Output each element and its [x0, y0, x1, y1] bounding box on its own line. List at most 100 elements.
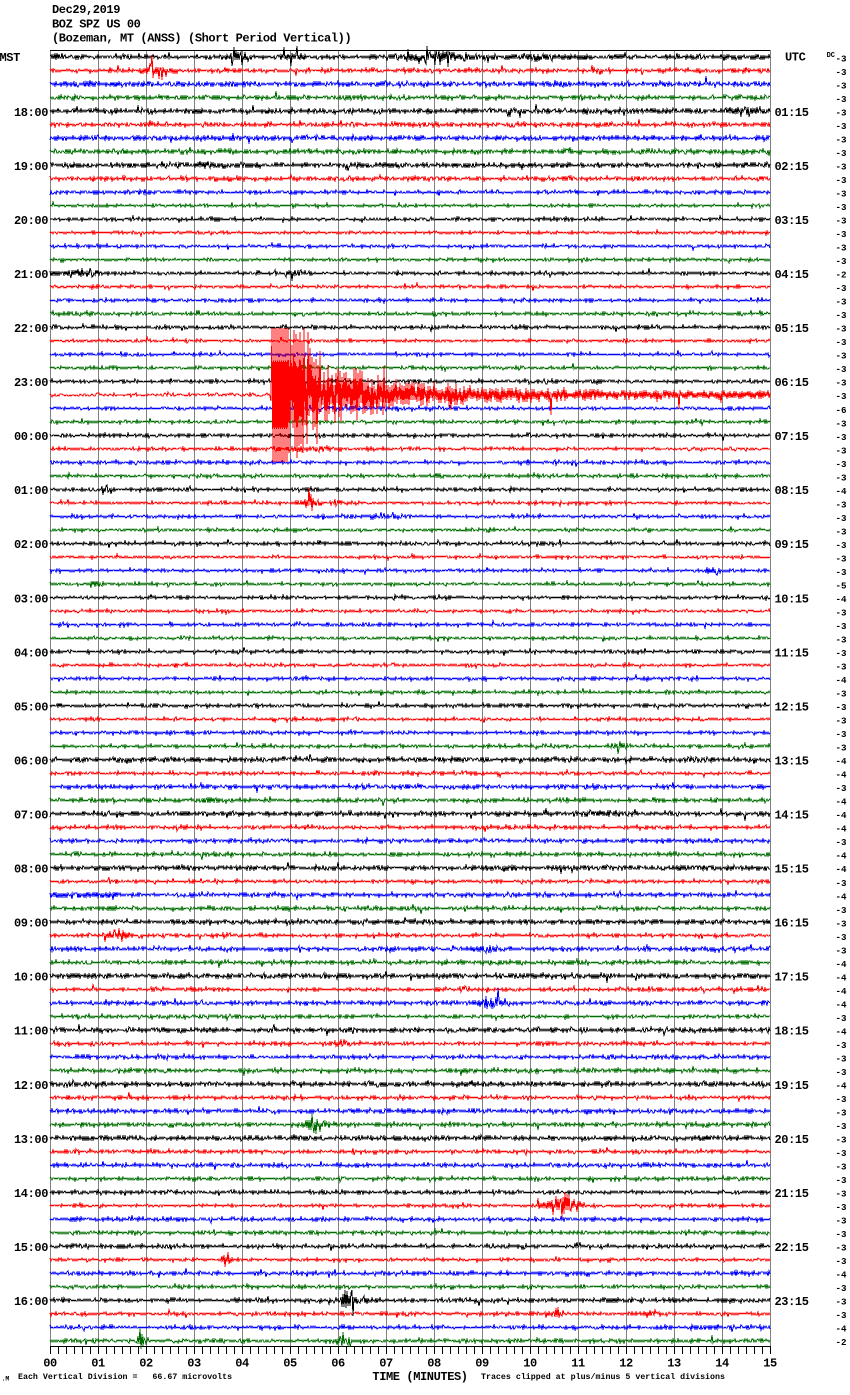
svg-text:-3: -3 — [835, 716, 847, 727]
svg-text:-3: -3 — [835, 121, 847, 132]
svg-text:02:00: 02:00 — [14, 538, 48, 552]
svg-text:-3: -3 — [835, 1040, 847, 1051]
svg-text:-3: -3 — [835, 783, 847, 794]
svg-text:-3: -3 — [835, 932, 847, 943]
svg-text:20:00: 20:00 — [14, 214, 48, 228]
svg-text:Dec29,2019: Dec29,2019 — [52, 3, 120, 17]
svg-text:-3: -3 — [835, 351, 847, 362]
svg-text:15:00: 15:00 — [14, 1241, 48, 1255]
svg-text:MST: MST — [0, 51, 20, 65]
svg-text:11:00: 11:00 — [14, 1025, 48, 1039]
svg-text:Each Vertical Division = 66.: Each Vertical Division = 66.67 microvolt… — [18, 1372, 232, 1382]
svg-text:-3: -3 — [835, 1013, 847, 1024]
svg-text:DC: DC — [827, 52, 835, 60]
svg-text:10:15: 10:15 — [775, 592, 809, 606]
svg-text:-3: -3 — [835, 148, 847, 159]
svg-text:-4: -4 — [835, 1270, 847, 1281]
svg-text:-3: -3 — [835, 540, 847, 551]
svg-text:-3: -3 — [835, 243, 847, 254]
svg-text:-4: -4 — [835, 770, 847, 781]
svg-text:-3: -3 — [835, 202, 847, 213]
svg-text:19:00: 19:00 — [14, 160, 48, 174]
svg-text:18:00: 18:00 — [14, 106, 48, 120]
svg-text:07:00: 07:00 — [14, 809, 48, 823]
svg-text:-3: -3 — [835, 567, 847, 578]
svg-text:-3: -3 — [835, 94, 847, 105]
svg-text:02:15: 02:15 — [775, 160, 809, 174]
svg-text:-3: -3 — [835, 1216, 847, 1227]
svg-text:Traces clipped at plus/minus 5: Traces clipped at plus/minus 5 vertical … — [481, 1372, 725, 1382]
svg-text:-3: -3 — [835, 918, 847, 929]
svg-text:04:00: 04:00 — [14, 646, 48, 660]
svg-text:-4: -4 — [835, 986, 847, 997]
svg-text:16:15: 16:15 — [775, 917, 809, 931]
svg-text:UTC: UTC — [785, 51, 806, 65]
svg-text:-3: -3 — [835, 689, 847, 700]
svg-text:13:15: 13:15 — [775, 754, 809, 768]
svg-text:19:15: 19:15 — [775, 1079, 809, 1093]
svg-text:23:00: 23:00 — [14, 376, 48, 390]
svg-text:-3: -3 — [835, 1135, 847, 1146]
svg-text:-3: -3 — [835, 459, 847, 470]
svg-text:-3: -3 — [835, 702, 847, 713]
svg-text:04:15: 04:15 — [775, 268, 809, 282]
svg-text:-3: -3 — [835, 945, 847, 956]
svg-text:-3: -3 — [835, 256, 847, 267]
svg-text:TIME (MINUTES): TIME (MINUTES) — [372, 1370, 467, 1384]
svg-text:-3: -3 — [835, 324, 847, 335]
svg-text:-3: -3 — [835, 878, 847, 889]
svg-text:12:15: 12:15 — [775, 700, 809, 714]
svg-text:-4: -4 — [835, 972, 847, 983]
svg-text:-3: -3 — [835, 67, 847, 78]
svg-text:-4: -4 — [835, 864, 847, 875]
svg-text:21:00: 21:00 — [14, 268, 48, 282]
svg-text:-3: -3 — [835, 108, 847, 119]
svg-text:-3: -3 — [835, 608, 847, 619]
svg-text:-3: -3 — [835, 1243, 847, 1254]
svg-text:-3: -3 — [835, 378, 847, 389]
svg-text:-3: -3 — [835, 1108, 847, 1119]
svg-text:08: 08 — [427, 1357, 441, 1371]
svg-text:-4: -4 — [835, 675, 847, 686]
svg-text:-4: -4 — [835, 1026, 847, 1037]
svg-text:-3: -3 — [835, 472, 847, 483]
svg-text:12:00: 12:00 — [14, 1079, 48, 1093]
svg-text:-3: -3 — [835, 635, 847, 646]
svg-text:09:15: 09:15 — [775, 538, 809, 552]
svg-text:-3: -3 — [835, 175, 847, 186]
svg-text:13:00: 13:00 — [14, 1133, 48, 1147]
svg-text:04: 04 — [235, 1357, 249, 1371]
svg-text:-3: -3 — [835, 283, 847, 294]
svg-text:-3: -3 — [835, 1297, 847, 1308]
svg-text:01:15: 01:15 — [775, 106, 809, 120]
svg-text:12: 12 — [619, 1357, 633, 1371]
svg-text:22:15: 22:15 — [775, 1241, 809, 1255]
svg-text:-3: -3 — [835, 1229, 847, 1240]
svg-text:-4: -4 — [835, 797, 847, 808]
svg-text:03:15: 03:15 — [775, 214, 809, 228]
svg-text:08:00: 08:00 — [14, 863, 48, 877]
svg-text:-3: -3 — [835, 1202, 847, 1213]
svg-text:-3: -3 — [835, 526, 847, 537]
svg-text:-3: -3 — [835, 391, 847, 402]
svg-text:15:15: 15:15 — [775, 863, 809, 877]
svg-text:06:15: 06:15 — [775, 376, 809, 390]
svg-text:07: 07 — [379, 1357, 393, 1371]
svg-text:-3: -3 — [835, 1283, 847, 1294]
svg-text:BOZ SPZ US 00: BOZ SPZ US 00 — [52, 18, 141, 32]
svg-text:-3: -3 — [835, 837, 847, 848]
svg-text:-3: -3 — [835, 229, 847, 240]
svg-text:-3: -3 — [835, 729, 847, 740]
svg-text:-6: -6 — [835, 405, 846, 416]
svg-text:07:15: 07:15 — [775, 430, 809, 444]
svg-text:-3: -3 — [835, 1053, 847, 1064]
svg-text:-3: -3 — [835, 905, 847, 916]
svg-text:09: 09 — [475, 1357, 489, 1371]
svg-text:11:15: 11:15 — [775, 646, 809, 660]
svg-text:-4: -4 — [835, 824, 847, 835]
svg-text:-4: -4 — [835, 810, 847, 821]
svg-text:10: 10 — [523, 1357, 537, 1371]
svg-text:09:00: 09:00 — [14, 917, 48, 931]
svg-text:21:15: 21:15 — [775, 1187, 809, 1201]
svg-text:-3: -3 — [835, 1310, 847, 1321]
